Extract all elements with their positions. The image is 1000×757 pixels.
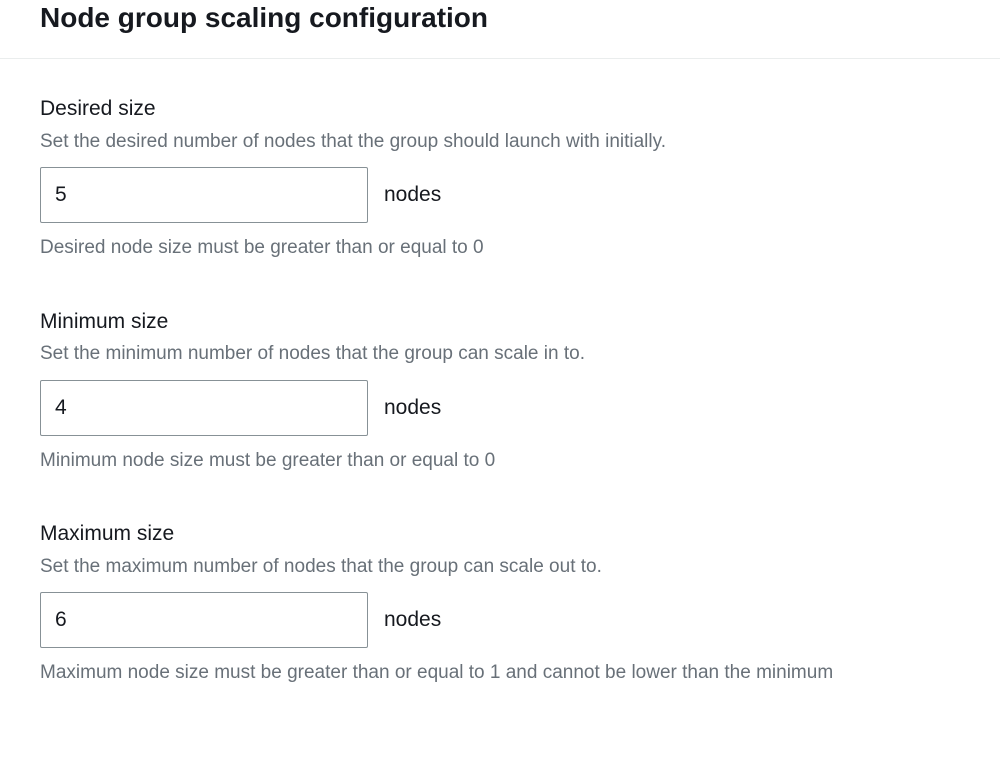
desired-size-input[interactable] [40, 167, 368, 223]
maximum-size-input[interactable] [40, 592, 368, 648]
minimum-size-constraint: Minimum node size must be greater than o… [40, 448, 960, 475]
minimum-size-input-row: nodes [40, 380, 960, 436]
minimum-size-description: Set the minimum number of nodes that the… [40, 341, 960, 368]
page-header: Node group scaling configuration [0, 0, 1000, 59]
desired-size-group: Desired size Set the desired number of n… [40, 95, 960, 261]
maximum-size-group: Maximum size Set the maximum number of n… [40, 520, 960, 686]
desired-size-label: Desired size [40, 95, 960, 122]
maximum-size-unit: nodes [384, 608, 441, 632]
page-title: Node group scaling configuration [40, 0, 960, 36]
desired-size-unit: nodes [384, 183, 441, 207]
desired-size-input-row: nodes [40, 167, 960, 223]
maximum-size-label: Maximum size [40, 520, 960, 547]
minimum-size-group: Minimum size Set the minimum number of n… [40, 308, 960, 474]
maximum-size-description: Set the maximum number of nodes that the… [40, 554, 960, 581]
minimum-size-label: Minimum size [40, 308, 960, 335]
maximum-size-input-row: nodes [40, 592, 960, 648]
minimum-size-unit: nodes [384, 396, 441, 420]
form-content: Desired size Set the desired number of n… [0, 59, 1000, 686]
maximum-size-constraint: Maximum node size must be greater than o… [40, 660, 960, 687]
minimum-size-input[interactable] [40, 380, 368, 436]
desired-size-constraint: Desired node size must be greater than o… [40, 235, 960, 262]
desired-size-description: Set the desired number of nodes that the… [40, 129, 960, 156]
